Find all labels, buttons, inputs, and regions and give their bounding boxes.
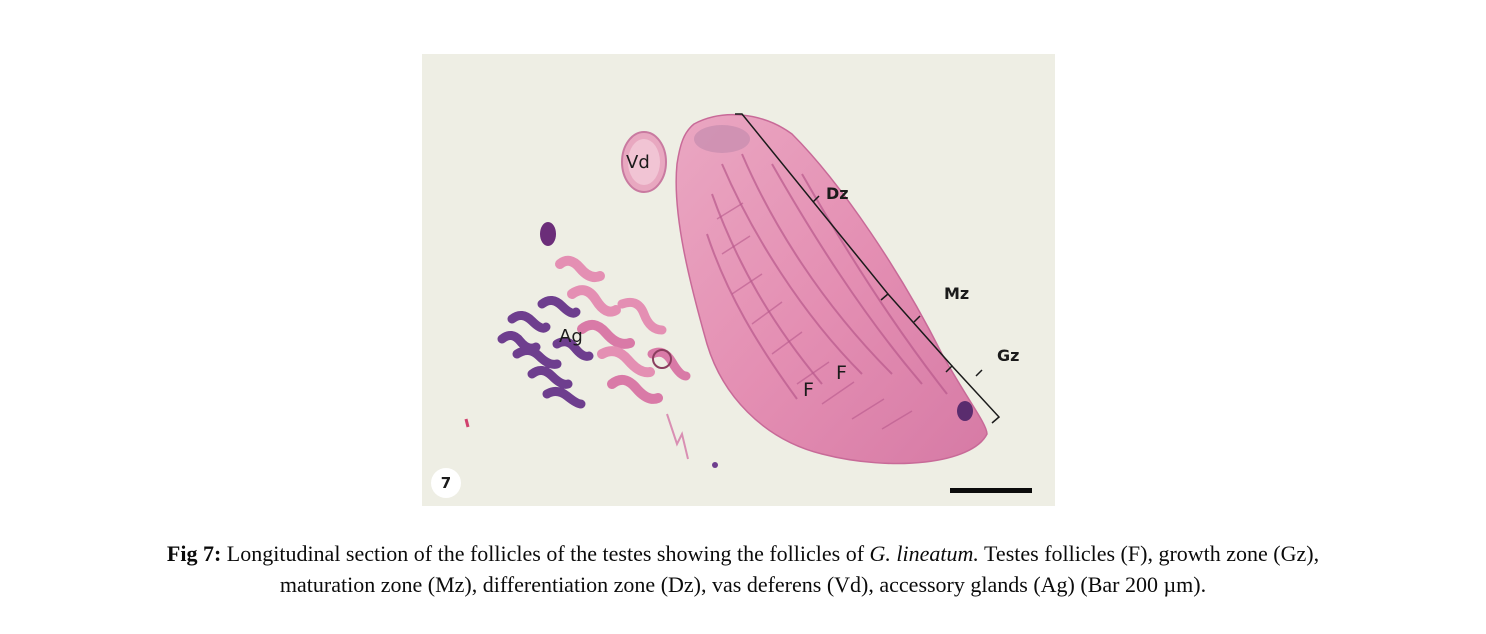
histology-image	[422, 54, 1055, 506]
scale-bar	[950, 488, 1032, 493]
accessory-glands-section	[464, 222, 718, 468]
bracket-gz-tick	[975, 369, 983, 377]
figure-caption: Fig 7: Longitudinal section of the folli…	[0, 538, 1486, 600]
bracket-mz-tick	[913, 315, 921, 323]
label-vd: Vd	[626, 152, 650, 173]
panel-number: 7	[440, 474, 452, 492]
label-ag: Ag	[559, 326, 583, 347]
label-follicle-a: F	[803, 379, 814, 401]
label-dz: Dz	[826, 184, 849, 203]
caption-line-2: maturation zone (Mz), differentiation zo…	[279, 572, 1207, 597]
micrograph-figure: Vd Ag Dz Mz Gz F F 7	[422, 54, 1055, 506]
bracket-gz	[951, 365, 1001, 424]
label-gz: Gz	[997, 346, 1020, 365]
panel-number-badge: 7	[431, 468, 461, 498]
testis-section	[675, 114, 988, 465]
zone-brackets	[735, 113, 1001, 424]
bracket-dz	[735, 113, 890, 301]
label-mz: Mz	[944, 284, 970, 303]
caption-species: G. lineatum.	[869, 541, 979, 566]
caption-fig-label: Fig 7:	[166, 541, 222, 566]
label-follicle-b: F	[836, 362, 847, 384]
bracket-dz-tick	[812, 195, 820, 203]
caption-line-1: Fig 7: Longitudinal section of the folli…	[0, 538, 1486, 569]
caption-text-before-species: Longitudinal section of the follicles of…	[221, 541, 870, 566]
caption-text-after-species: Testes follicles (F), growth zone (Gz),	[978, 541, 1320, 566]
vas-deferens-section	[621, 131, 667, 193]
